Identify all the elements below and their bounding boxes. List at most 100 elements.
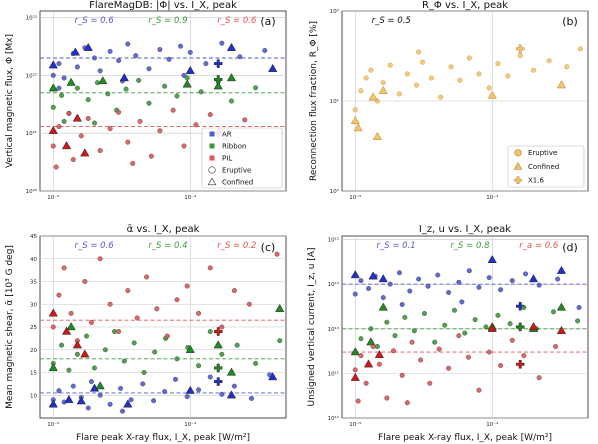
data-point — [74, 85, 80, 91]
data-point — [61, 265, 67, 271]
data-point — [107, 301, 113, 307]
data-point-confined — [95, 381, 105, 390]
y-tick-label: 10¹² — [328, 370, 339, 377]
data-point — [363, 380, 369, 386]
data-point — [231, 288, 237, 294]
panel-c-label: (c) — [261, 241, 276, 254]
data-point — [384, 395, 390, 401]
data-point-confined — [123, 399, 133, 408]
data-point — [92, 120, 97, 126]
data-point — [56, 61, 62, 67]
data-point — [85, 115, 91, 121]
correlation-label: r_S = 0.6 — [75, 16, 115, 26]
data-point — [358, 353, 364, 359]
data-point — [162, 83, 168, 89]
legend-marker — [514, 176, 522, 185]
data-point — [82, 279, 88, 284]
data-point — [274, 251, 280, 257]
panel-c-xlabel: Flare peak X-ray flux, I_X, peak [W/m²] — [76, 433, 250, 443]
data-point — [352, 367, 358, 373]
data-point-confined — [48, 308, 58, 317]
correlation-label: r_S = 0.6 — [75, 241, 115, 251]
data-point — [85, 405, 91, 411]
data-point — [358, 336, 364, 342]
data-point — [78, 133, 84, 139]
data-point-confined — [83, 42, 93, 51]
data-point — [384, 319, 390, 325]
data-point — [498, 287, 504, 293]
data-point — [219, 324, 225, 330]
data-point — [178, 43, 184, 49]
data-point-confined — [119, 73, 129, 82]
data-point — [141, 370, 147, 375]
data-point — [61, 118, 67, 124]
data-point — [56, 292, 62, 298]
data-point-confined — [487, 254, 497, 263]
data-point — [262, 47, 268, 53]
data-point — [438, 94, 444, 100]
data-point — [137, 118, 143, 124]
data-point — [414, 82, 420, 88]
panel-d-frame — [341, 235, 589, 419]
data-point — [466, 55, 472, 61]
data-point — [119, 408, 125, 414]
data-point-confined — [556, 265, 567, 274]
data-point — [56, 85, 62, 91]
data-point — [157, 47, 163, 53]
data-point — [174, 93, 180, 99]
data-point-confined — [366, 337, 376, 346]
correlation-label: r_S = 0.1 — [377, 241, 416, 251]
data-point — [421, 311, 427, 316]
data-point — [203, 61, 209, 67]
y-tick-label: 20 — [30, 348, 37, 354]
data-point — [105, 91, 111, 97]
data-point — [219, 40, 225, 46]
data-point — [116, 58, 122, 64]
data-point — [164, 333, 170, 339]
data-point — [509, 278, 515, 284]
data-point — [130, 160, 136, 166]
data-point — [97, 68, 103, 74]
y-tick-label: 10² — [330, 8, 339, 15]
y-tick-label: 10²⁰ — [26, 188, 38, 195]
data-point-confined — [185, 385, 195, 394]
data-point — [234, 342, 240, 348]
correlation-label: r_a = 0.6 — [519, 241, 559, 251]
data-point-x16 — [515, 322, 525, 332]
panel-a-correlations: r_S = 0.6 r_S = 0.9 r_S = 0.6 — [75, 16, 257, 26]
data-point — [521, 305, 527, 310]
data-point — [355, 398, 361, 404]
y-tick-label: 10 — [30, 393, 37, 399]
data-point — [436, 346, 442, 352]
correlation-label: r_S = 0.9 — [148, 16, 187, 26]
data-point-confined — [48, 363, 58, 372]
data-point — [456, 279, 462, 285]
panel-a-title: FlareMagDB: |Φ| vs. I_X, peak — [89, 0, 237, 11]
x-tick-label: 10⁻⁵ — [349, 194, 361, 201]
y-tick-label: 40 — [30, 257, 37, 263]
x-tick-label: 10⁻⁵ — [47, 194, 59, 201]
data-point — [476, 387, 482, 393]
y-tick-label: 10²² — [26, 72, 37, 79]
data-point-confined — [213, 340, 223, 349]
legend-marker — [209, 143, 215, 149]
data-point-confined — [372, 131, 382, 140]
panel-a-ticks: 10⁻⁵ 10⁻⁴ 10²⁰ 10²¹ 10²² 10²³ — [26, 15, 198, 201]
data-point-confined — [213, 81, 223, 90]
panel-b-correlations: r_S = 0.5 — [372, 16, 411, 26]
y-tick-label: 10⁰ — [330, 188, 340, 195]
data-point — [387, 62, 393, 68]
data-point-x16 — [213, 59, 223, 68]
y-tick-label: 35 — [30, 280, 37, 286]
data-point — [94, 80, 100, 86]
panel-d-ticks: 10⁻⁵ 10⁻⁴ 10¹¹ 10¹² 10¹³ 10¹⁴ 10¹⁵ — [328, 237, 500, 428]
data-point-confined — [182, 79, 192, 88]
data-point-x16 — [213, 377, 223, 386]
data-point — [88, 379, 94, 385]
data-point-confined — [226, 42, 237, 51]
data-point — [56, 124, 62, 130]
data-point-confined — [80, 349, 90, 358]
data-point — [196, 387, 202, 393]
data-point — [536, 375, 542, 381]
data-point — [174, 297, 180, 303]
